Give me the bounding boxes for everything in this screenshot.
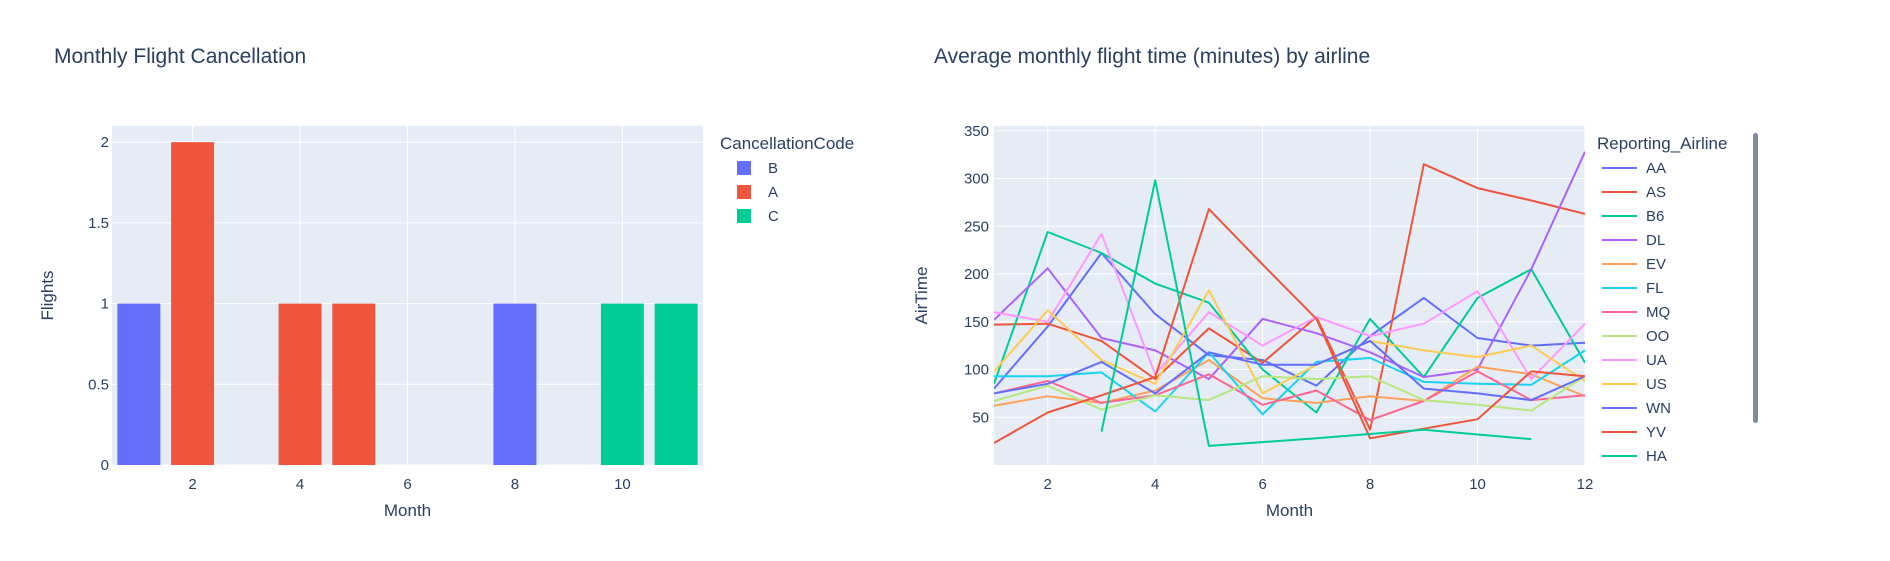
bar-C-month-11[interactable] [654,303,698,465]
series-line-OO[interactable] [994,375,1585,412]
series-line-AA[interactable] [994,252,1585,390]
legend-scrollbar[interactable] [1753,133,1758,423]
series-line-WN[interactable] [994,339,1585,402]
plot-area [994,126,1585,465]
y-tick-label: 350 [964,123,989,140]
legend: Reporting_Airline AA AS B6 DL EV FL MQ OO UA US WN Y… [1597,133,1758,465]
legend-label: FL [1646,280,1664,297]
series-line-MQ[interactable] [994,370,1585,422]
legend-label: DL [1646,232,1665,249]
x-tick-label: 10 [614,476,631,493]
bar-chart: 2 4 6 8 10 0 0.5 1 1.5 2 Monthly Flight Cancellati… [38,45,854,520]
series-line-FL[interactable] [994,349,1585,416]
legend-item-OO[interactable]: OO [1602,328,1669,345]
x-tick-label: 2 [1044,476,1052,493]
y-axis-title: Flights [38,270,57,320]
bar-A-month-2[interactable] [171,142,215,465]
x-tick-label: 10 [1469,476,1486,493]
series-line-HA[interactable] [1100,179,1532,447]
x-tick-label: 8 [1366,476,1374,493]
legend-label: EV [1646,256,1666,273]
series-line-DL[interactable] [994,151,1585,381]
legend-item-C[interactable]: C [737,208,779,225]
legend-swatch [737,161,751,175]
chart-title: Monthly Flight Cancellation [54,45,306,68]
x-tick-label: 6 [1258,476,1266,493]
legend-item-EV[interactable]: EV [1602,256,1666,273]
legend-label: US [1646,376,1667,393]
legend-item-HA[interactable]: HA [1602,448,1667,465]
legend-label: B6 [1646,208,1664,225]
line-chart: 2 4 6 8 10 12 50 100 150 200 250 300 350 Average mont… [912,45,1758,520]
series-line-US[interactable] [994,289,1585,395]
y-tick-label: 2 [101,134,109,151]
y-tick-label: 0 [101,457,109,474]
y-tick-label: 1 [101,296,109,313]
y-tick-label: 300 [964,171,989,188]
y-tick-label: 1.5 [88,215,109,232]
bar-B-month-1[interactable] [117,303,161,465]
legend-label: OO [1646,328,1669,345]
series-lines [994,151,1585,447]
legend-item-FL[interactable]: FL [1602,280,1664,297]
series-line-AS[interactable] [994,163,1585,431]
legend-label: C [768,208,779,225]
x-tick-label: 2 [188,476,196,493]
legend-item-A[interactable]: A [737,184,778,201]
legend-label: YV [1646,424,1666,441]
bar-A-month-5[interactable] [332,303,376,465]
x-tick-label: 12 [1577,476,1594,493]
legend-swatch [737,209,751,223]
legend-item-YV[interactable]: YV [1602,424,1666,441]
x-axis-title: Month [1266,501,1313,520]
legend-item-AA[interactable]: AA [1602,160,1666,177]
x-tick-label: 4 [1151,476,1159,493]
y-axis-title: AirTime [912,267,931,325]
legend-label: B [768,160,778,177]
series-line-UA[interactable] [994,232,1585,381]
series-line-EV[interactable] [994,359,1585,407]
legend-item-B[interactable]: B [737,160,778,177]
series-line-YV[interactable] [994,208,1585,444]
x-axis-title: Month [384,501,431,520]
legend-item-AS[interactable]: AS [1602,184,1666,201]
legend-item-UA[interactable]: UA [1602,352,1667,369]
y-tick-label: 250 [964,218,989,235]
legend-swatch [737,185,751,199]
legend-label: WN [1646,400,1671,417]
x-tick-label: 4 [296,476,304,493]
legend-item-MQ[interactable]: MQ [1602,304,1670,321]
legend-item-DL[interactable]: DL [1602,232,1665,249]
y-tick-label: 200 [964,266,989,283]
y-tick-label: 50 [972,409,989,426]
legend-label: HA [1646,448,1667,465]
y-tick-label: 100 [964,362,989,379]
legend-title: CancellationCode [720,134,854,153]
legend-item-WN[interactable]: WN [1602,400,1671,417]
legend-label: A [768,184,778,201]
y-tick-label: 0.5 [88,376,109,393]
legend-label: AS [1646,184,1666,201]
bar-A-month-4[interactable] [278,303,322,465]
legend-title: Reporting_Airline [1597,134,1727,153]
bar-B-month-8[interactable] [493,303,537,465]
legend-label: AA [1646,160,1666,177]
x-tick-label: 8 [511,476,519,493]
bar-C-month-10[interactable] [600,303,644,465]
chart-title: Average monthly flight time (minutes) by… [934,45,1370,68]
legend-label: UA [1646,352,1667,369]
legend: CancellationCode BAC [720,134,854,225]
x-tick-label: 6 [403,476,411,493]
y-tick-label: 150 [964,314,989,331]
legend-item-B6[interactable]: B6 [1602,208,1664,225]
legend-label: MQ [1646,304,1670,321]
legend-item-US[interactable]: US [1602,376,1667,393]
